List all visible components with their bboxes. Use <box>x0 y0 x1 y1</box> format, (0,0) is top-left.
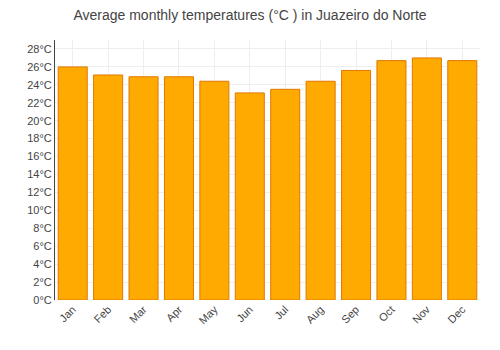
svg-text:0°C: 0°C <box>33 294 52 306</box>
svg-text:May: May <box>197 303 221 327</box>
svg-text:28°C: 28°C <box>27 43 52 55</box>
svg-text:16°C: 16°C <box>27 150 52 162</box>
svg-text:22°C: 22°C <box>27 97 52 109</box>
svg-text:Oct: Oct <box>376 303 397 324</box>
svg-text:Nov: Nov <box>410 303 433 326</box>
svg-text:Dec: Dec <box>445 303 468 326</box>
svg-text:26°C: 26°C <box>27 61 52 73</box>
svg-text:4°C: 4°C <box>33 258 52 270</box>
svg-text:Sep: Sep <box>339 303 361 325</box>
svg-text:12°C: 12°C <box>27 186 52 198</box>
svg-text:20°C: 20°C <box>27 115 52 127</box>
svg-text:10°C: 10°C <box>27 204 52 216</box>
svg-text:Feb: Feb <box>92 303 114 325</box>
svg-text:24°C: 24°C <box>27 79 52 91</box>
svg-text:14°C: 14°C <box>27 168 52 180</box>
svg-text:Jul: Jul <box>272 303 290 321</box>
svg-text:Jan: Jan <box>57 303 78 324</box>
svg-text:Aug: Aug <box>304 303 326 325</box>
svg-text:Apr: Apr <box>164 303 185 324</box>
svg-text:18°C: 18°C <box>27 132 52 144</box>
svg-text:6°C: 6°C <box>33 240 52 252</box>
svg-text:2°C: 2°C <box>33 276 52 288</box>
svg-text:Jun: Jun <box>234 303 255 324</box>
svg-text:8°C: 8°C <box>33 222 52 234</box>
svg-text:Average monthly temperatures (: Average monthly temperatures (°C ) in Ju… <box>73 7 426 23</box>
svg-text:Mar: Mar <box>127 303 149 325</box>
